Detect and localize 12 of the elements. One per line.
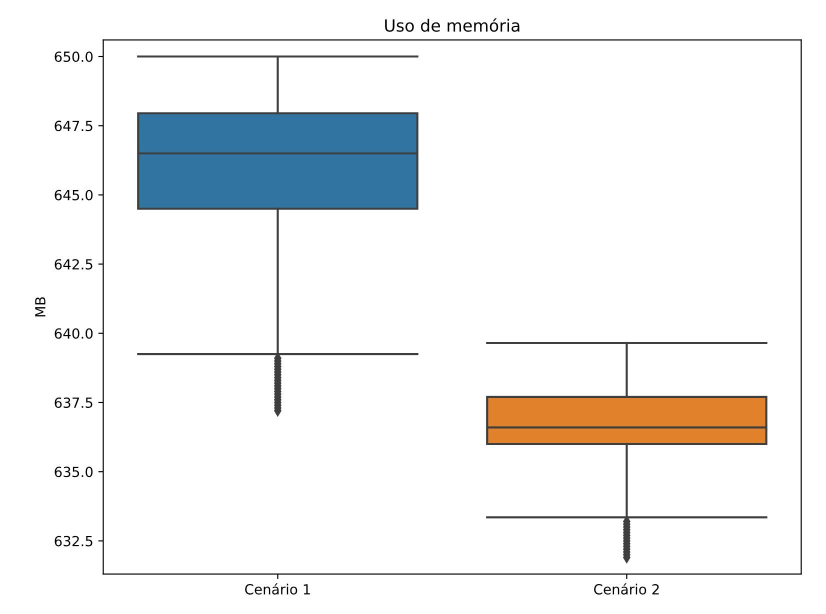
y-tick-label: 632.5	[54, 536, 92, 546]
y-tick-label: 647.5	[54, 120, 92, 132]
y-tick-label: 645.0	[54, 190, 93, 200]
y-tick-label: 637.5	[54, 397, 92, 408]
y-tick-label: 650.0	[54, 51, 93, 62]
y-tick-label: 642.5	[54, 259, 92, 270]
x-tick-label: Cenário 2	[594, 583, 659, 595]
x-tick-label: Cenário 1	[245, 583, 310, 595]
chart-title: Uso de memória	[385, 18, 520, 32]
y-tick-label: 640.0	[54, 328, 93, 339]
y-axis-title: MB	[35, 297, 46, 316]
y-tick-label: 635.0	[54, 466, 93, 478]
